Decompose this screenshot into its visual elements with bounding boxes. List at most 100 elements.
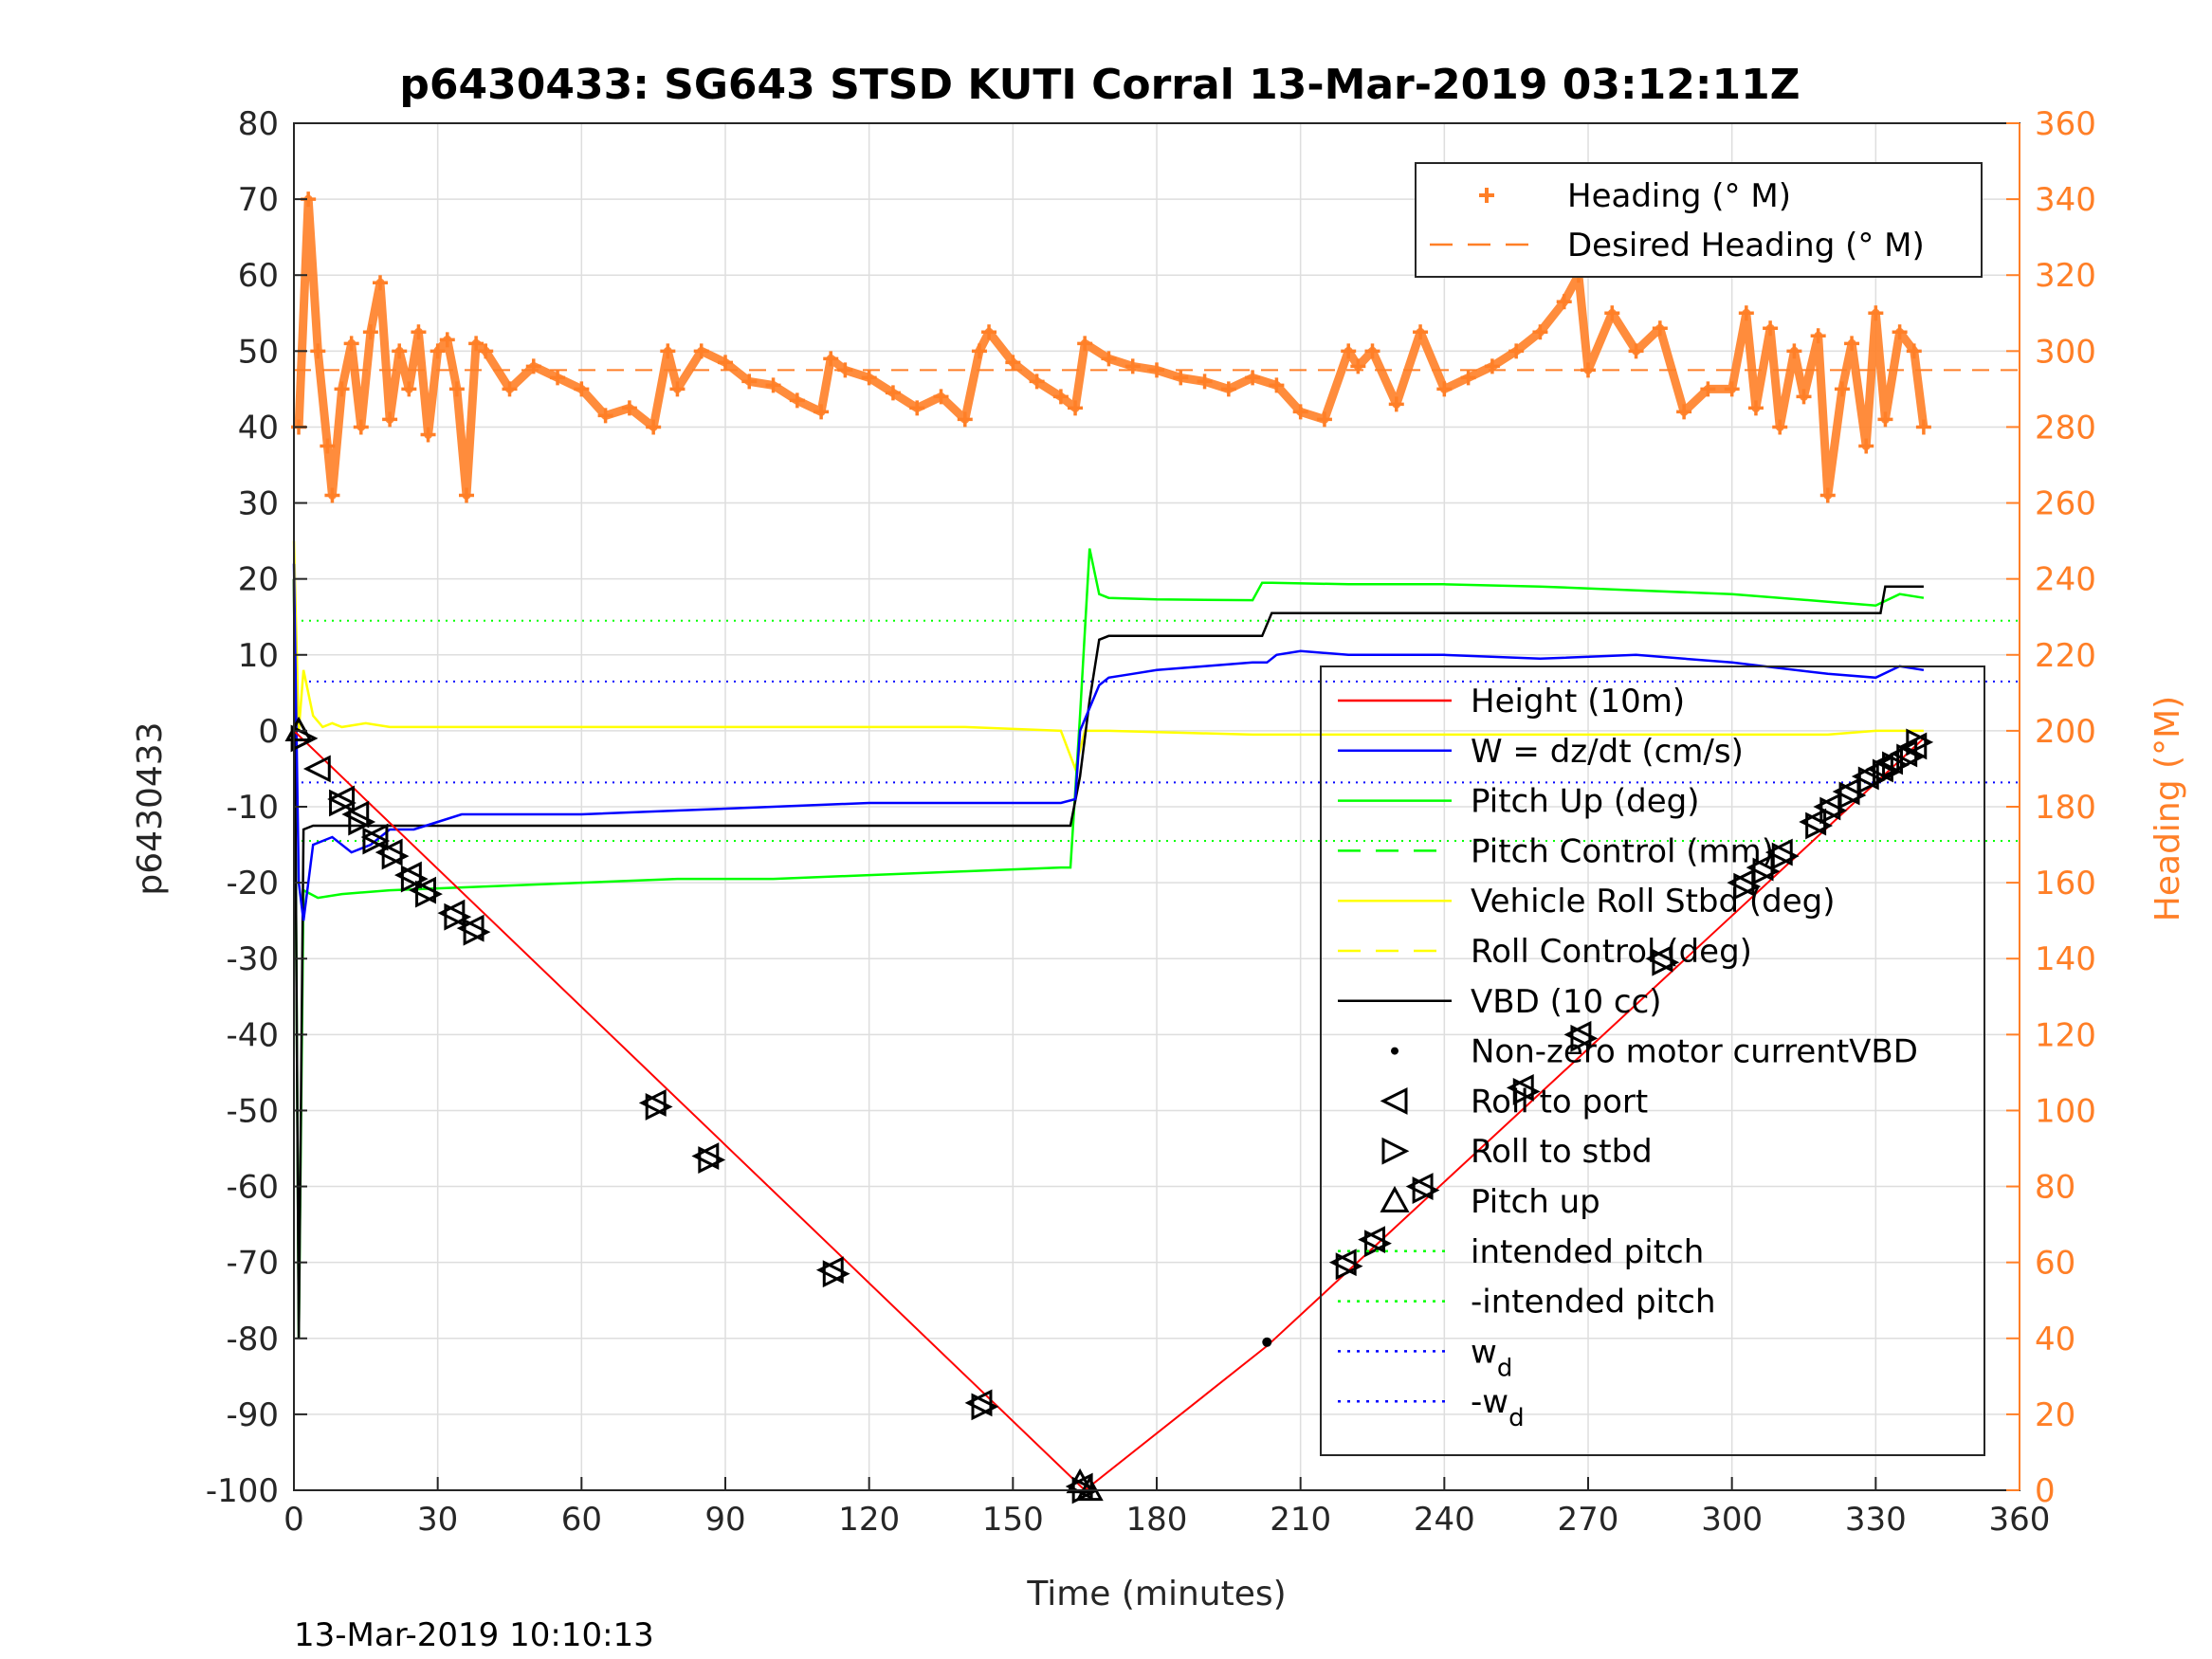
roll-to-stbd-marker — [1838, 781, 1867, 810]
roll-to-stbd-marker — [1335, 1252, 1363, 1281]
heading-point — [525, 358, 541, 374]
heading-point — [320, 438, 336, 454]
heading-point — [430, 343, 446, 359]
x-tick-label: 30 — [417, 1501, 458, 1539]
heading-point — [885, 385, 901, 401]
heading-point — [392, 343, 408, 359]
markers — [284, 716, 1934, 1504]
legend-entry-label: Non-zero motor currentVBD — [1471, 1033, 1918, 1071]
heading-point — [669, 381, 686, 397]
x-tick-label: 300 — [1701, 1501, 1763, 1539]
heading-point — [1220, 381, 1236, 397]
roll-to-stbd-marker — [1733, 872, 1762, 901]
heading-point — [1581, 362, 1596, 378]
right-y-tick-label: 340 — [2035, 181, 2096, 219]
heading-point — [1508, 343, 1525, 359]
heading-point — [439, 332, 455, 348]
heading-point — [1868, 305, 1884, 321]
heading-point — [362, 324, 378, 340]
heading-point — [1077, 336, 1093, 352]
x-axis-label: Time (minutes) — [1026, 1575, 1286, 1613]
heading-point — [789, 392, 805, 409]
right-y-tick-label: 240 — [2035, 561, 2096, 599]
heading-point — [1052, 389, 1069, 405]
heading-point — [502, 381, 518, 397]
x-tick-label: 90 — [704, 1501, 745, 1539]
left-y-tick-label: 50 — [238, 333, 279, 371]
heading-point — [693, 343, 709, 359]
heading-point — [909, 400, 925, 416]
roll-to-stbd-marker — [463, 918, 491, 946]
chart-title: p6430433: SG643 STSD KUTI Corral 13-Mar-… — [399, 61, 1800, 109]
heading-point — [1877, 411, 1893, 428]
legend-entry-label: Pitch up — [1471, 1183, 1600, 1221]
heading-point — [1341, 343, 1357, 359]
roll-to-stbd-marker — [822, 1260, 850, 1288]
left-y-tick-label: -90 — [226, 1396, 279, 1434]
x-tick-label: 120 — [838, 1501, 900, 1539]
roll-to-stbd-marker — [381, 842, 410, 870]
legend-entry: -intended pitch — [1338, 1284, 1716, 1322]
heading-point — [1810, 328, 1826, 344]
heading-point — [1388, 396, 1404, 412]
roll-to-stbd-marker — [1412, 1176, 1440, 1204]
heading-point — [1068, 400, 1084, 416]
legend-box — [1415, 162, 1983, 278]
heading-point — [718, 355, 733, 371]
roll-to-stbd-marker — [1652, 948, 1680, 976]
heading-point — [957, 411, 973, 428]
pitch-up-marker — [1075, 1475, 1104, 1502]
heading-point — [1906, 343, 1922, 359]
roll-to-stbd-marker — [1857, 766, 1886, 794]
legend-entry: Roll Control (deg) — [1338, 933, 1752, 971]
roll-to-stbd-marker — [1771, 842, 1800, 870]
left-y-tick-label: -30 — [226, 940, 279, 978]
right-y-tick-label: 100 — [2035, 1092, 2096, 1130]
legend-entry-label: Pitch Up (deg) — [1471, 783, 1699, 821]
legend-entry-label: Vehicle Roll Stbd (deg) — [1471, 883, 1836, 921]
right-y-tick-label: 220 — [2035, 637, 2096, 675]
heading-point — [324, 487, 340, 503]
right-y-tick-label: 180 — [2035, 789, 2096, 827]
x-tick-label: 0 — [283, 1501, 304, 1539]
roll-to-stbd-marker — [290, 724, 319, 753]
vehicle-roll-stbd-deg-line — [292, 540, 1924, 774]
heading-point — [1005, 355, 1021, 371]
roll-to-stbd-marker — [698, 1146, 726, 1174]
right-y-tick-label: 280 — [2035, 409, 2096, 447]
grid — [293, 122, 2020, 1491]
legend-entry-label: VBD (10 cc) — [1471, 983, 1662, 1021]
heading-point — [1844, 336, 1860, 352]
heading-point — [1101, 351, 1117, 367]
legend-entry: VBD (10 cc) — [1338, 983, 1662, 1021]
left-y-tick-label: -100 — [206, 1472, 279, 1510]
x-tick-label: 60 — [561, 1501, 602, 1539]
heading-point — [468, 336, 484, 352]
heading-point — [1652, 320, 1668, 337]
left-y-tick-label: -60 — [226, 1169, 279, 1207]
x-tick-label: 240 — [1414, 1501, 1475, 1539]
x-tick-label: 270 — [1558, 1501, 1619, 1539]
legend-entry-label: Desired Heading (° M) — [1567, 227, 1925, 264]
footer-timestamp: 13-Mar-2019 10:10:13 — [294, 1616, 654, 1654]
heading-point — [1892, 324, 1908, 340]
roll-to-stbd-marker — [1882, 751, 1910, 779]
heading-point — [1819, 487, 1836, 503]
heading-point — [1173, 370, 1189, 386]
roll-to-port-marker — [302, 755, 331, 783]
axes: 0 30 60 90 120 150 180 210 240 270 300 330 360807060… — [206, 105, 2096, 1539]
heading-point — [981, 324, 997, 340]
roll-to-stbd-marker — [1906, 728, 1934, 757]
legend-entry-label: Heading (° M) — [1567, 177, 1791, 215]
heading-point — [1532, 324, 1548, 340]
left-y-tick-label: 20 — [238, 561, 279, 599]
roll-to-stbd-marker — [400, 865, 429, 893]
heading-point — [741, 374, 758, 390]
heading-point — [1915, 419, 1931, 435]
right-y-tick-label: 140 — [2035, 940, 2096, 978]
legend-entry-label: Pitch Control (mm) — [1471, 832, 1774, 870]
left-y-tick-label: -50 — [226, 1092, 279, 1130]
heading-point — [1292, 404, 1308, 420]
roll-to-stbd-marker — [1364, 1230, 1392, 1258]
left-y-tick-label: 30 — [238, 485, 279, 523]
